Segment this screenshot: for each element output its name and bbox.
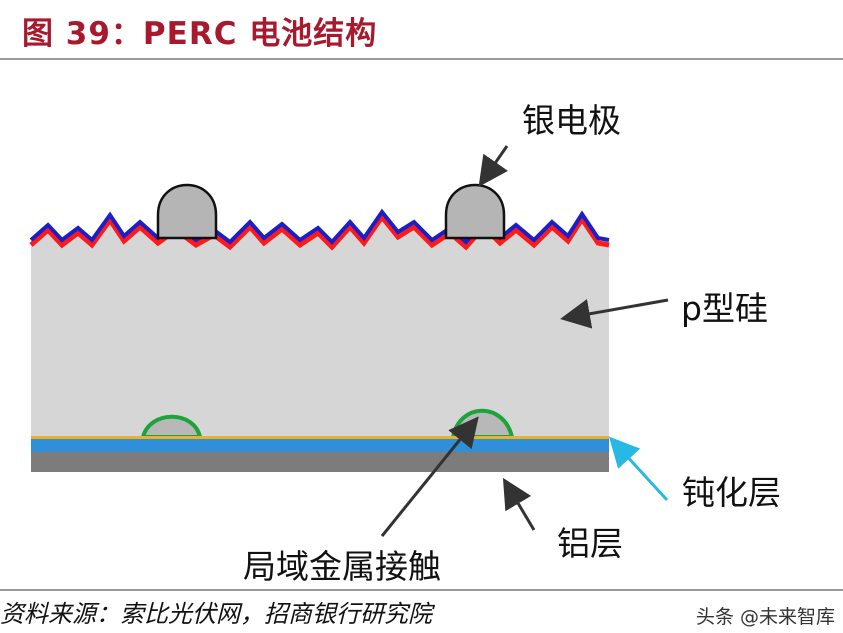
front-red-layer: [29, 212, 610, 251]
aluminum-layer: [31, 452, 609, 472]
source-note: 资料来源：索比光伏网，招商银行研究院: [0, 600, 432, 628]
arrow-local-contact: [380, 416, 479, 537]
silver-electrode-left: [156, 183, 218, 240]
label-p-silicon: p型硅: [681, 289, 768, 328]
arrow-passivation: [608, 436, 669, 502]
label-passivation-layer: 钝化层: [682, 473, 781, 512]
arrow-aluminum: [502, 477, 536, 531]
top-divider: [0, 58, 843, 60]
front-blue-layer: [29, 208, 610, 245]
silver-electrode-right: [444, 183, 506, 240]
passivation-orange-line: [31, 436, 609, 439]
watermark: 头条 @未来智库: [695, 606, 835, 628]
label-aluminum-layer: 铝层: [557, 524, 623, 563]
local-contact-left: [140, 414, 203, 439]
label-silver-electrode: 银电极: [522, 101, 621, 140]
p-silicon-body: [31, 245, 609, 437]
bottom-divider: [0, 589, 843, 591]
arrow-silver-electrode: [478, 145, 509, 187]
figure-title: 图 39：PERC 电池结构: [22, 16, 378, 52]
arrow-p-silicon: [560, 298, 669, 329]
passivation-layer: [31, 439, 609, 452]
label-local-metal-contact: 局域金属接触: [243, 547, 441, 586]
